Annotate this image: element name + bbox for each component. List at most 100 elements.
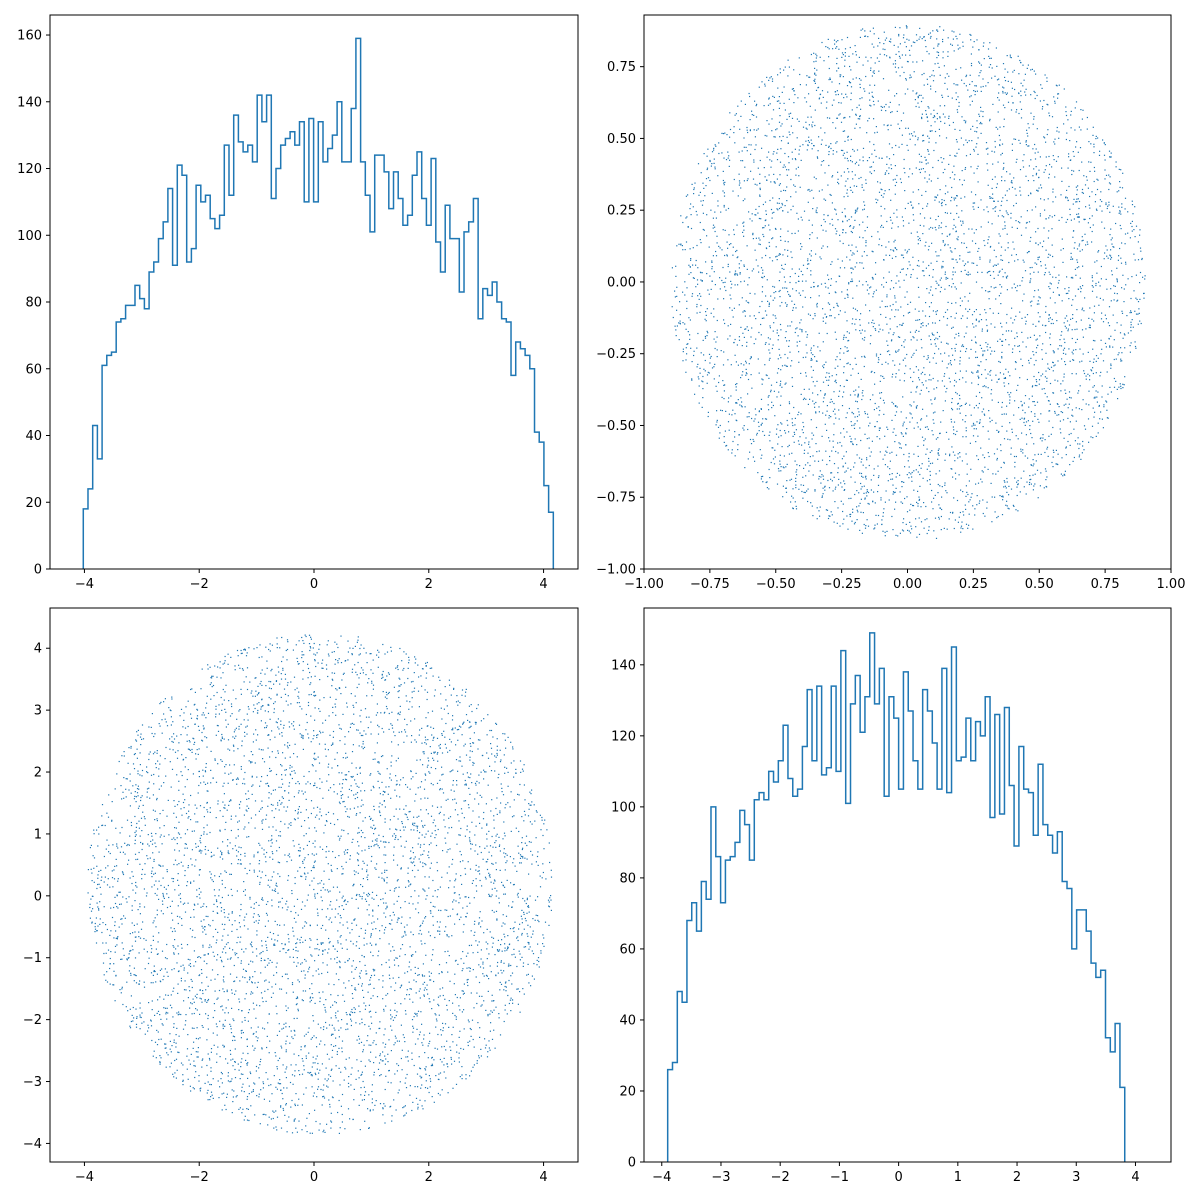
scatter-point [932,30,934,32]
scatter-point [1110,249,1112,251]
scatter-point [700,295,702,297]
scatter-point [894,184,896,187]
scatter-point [1089,360,1091,362]
scatter-point [1123,301,1125,303]
scatter-point [699,239,701,241]
scatter-point [773,286,776,288]
scatter-point [1122,387,1124,389]
scatter-point [806,267,808,270]
scatter-point [797,218,799,220]
scatter-point [868,117,870,119]
scatter-point [952,426,954,428]
scatter-point [759,239,761,241]
scatter-point [810,259,812,261]
scatter-point [726,444,728,447]
scatter-point [954,248,956,250]
scatter-point [1098,250,1100,252]
scatter-point [784,205,786,207]
scatter-point [1141,257,1143,260]
scatter-point [935,537,938,539]
scatter-point [904,357,906,359]
scatter-point [1078,200,1081,203]
scatter-point [945,204,947,206]
scatter-point [850,513,852,515]
scatter-point [939,74,941,76]
scatter-point [723,351,725,353]
scatter-point [1061,238,1063,240]
scatter-point [1079,348,1081,350]
scatter-point [864,204,866,206]
scatter-point [912,206,914,208]
scatter-point [848,339,850,342]
scatter-point [759,173,761,175]
scatter-point [815,60,817,62]
scatter-point [816,212,818,214]
scatter-point [920,155,922,157]
scatter-point [1033,364,1035,366]
scatter-point [910,232,912,234]
scatter-point [1070,114,1072,116]
scatter-point [780,329,782,331]
scatter-point [962,491,964,493]
scatter-point [795,484,797,486]
scatter-point [776,100,778,102]
scatter-point [701,406,703,408]
scatter-point [897,67,900,69]
scatter-point [883,106,885,108]
scatter-point [1005,93,1008,95]
scatter-point [930,85,932,87]
scatter-point [839,113,841,115]
scatter-point [1020,216,1022,218]
scatter-point [844,311,846,313]
scatter-point [780,206,782,208]
scatter-point [860,378,862,380]
scatter-point [853,390,855,392]
scatter-point [1029,273,1031,275]
scatter-point [798,275,800,277]
scatter-point [1004,221,1006,223]
scatter-point [928,391,930,393]
scatter-point [922,134,924,136]
scatter-point [1130,321,1132,323]
scatter-point [699,372,701,374]
scatter-point [1014,138,1017,140]
scatter-point [822,317,824,319]
scatter-point [1037,258,1039,261]
scatter-point [1036,189,1038,191]
scatter-point [810,349,812,351]
scatter-point [976,131,978,133]
scatter-point [772,447,774,449]
scatter-point [954,472,957,474]
scatter-point [1063,338,1065,340]
scatter-point [989,308,991,310]
scatter-point [905,25,907,27]
scatter-point [777,424,779,426]
scatter-point [850,438,852,440]
scatter-point [983,457,986,459]
scatter-point [917,137,919,139]
scatter-point [989,346,991,349]
scatter-point [1005,487,1007,489]
scatter-point [919,171,921,174]
scatter-point [1054,410,1056,413]
scatter-point [684,281,686,283]
scatter-point [999,361,1001,363]
scatter-point [880,313,882,316]
scatter-point [672,316,674,319]
scatter-point [1067,440,1069,443]
scatter-point [895,373,897,375]
scatter-point [872,394,874,396]
scatter-point [1007,101,1010,103]
scatter-point [787,230,789,232]
scatter-point [687,343,689,345]
scatter-point [896,216,898,218]
scatter-point [957,96,959,98]
scatter-point [851,254,853,256]
scatter-point [796,464,798,466]
scatter-point [1063,437,1065,439]
scatter-point [820,164,822,166]
scatter-point [922,261,924,263]
scatter-point [815,89,818,91]
scatter-point [962,45,964,47]
